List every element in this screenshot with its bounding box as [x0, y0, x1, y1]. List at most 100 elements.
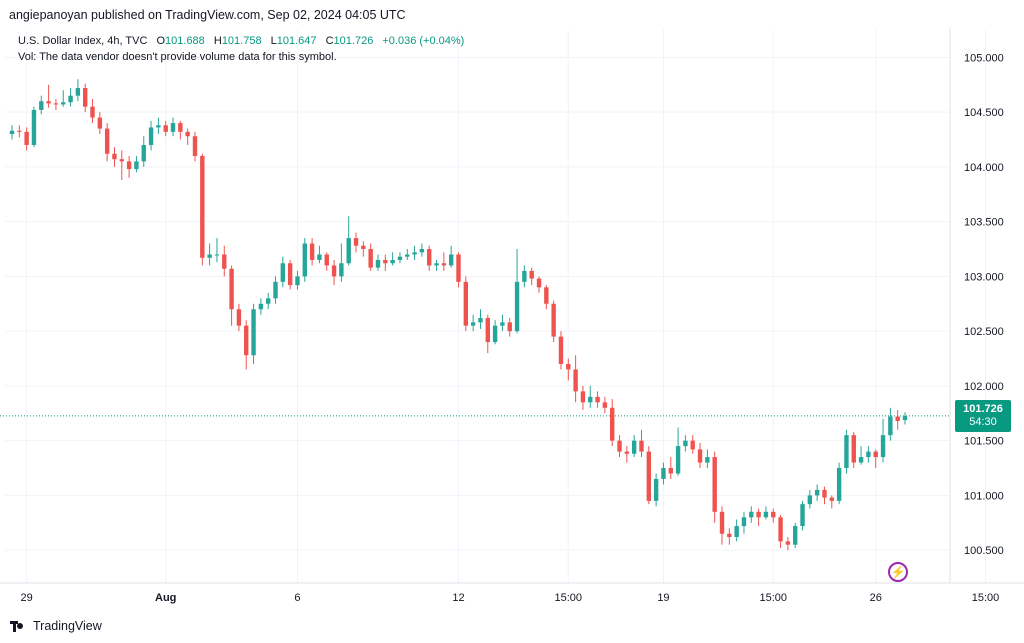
candle[interactable]	[683, 435, 688, 452]
candle[interactable]	[675, 427, 681, 476]
candle[interactable]	[170, 117, 176, 137]
candle[interactable]	[61, 90, 66, 107]
candle[interactable]	[639, 429, 644, 458]
candle[interactable]	[522, 265, 527, 288]
candle[interactable]	[353, 232, 359, 253]
candle[interactable]	[309, 238, 315, 266]
candle[interactable]	[785, 537, 791, 551]
candle[interactable]	[617, 435, 622, 458]
candle[interactable]	[719, 506, 725, 545]
candle[interactable]	[814, 484, 820, 501]
candle[interactable]	[148, 120, 154, 151]
candle[interactable]	[419, 243, 425, 257]
candle[interactable]	[236, 303, 242, 332]
candle[interactable]	[529, 267, 534, 286]
candle[interactable]	[141, 136, 146, 167]
candle[interactable]	[514, 249, 520, 334]
candle[interactable]	[68, 88, 73, 107]
candle[interactable]	[836, 462, 842, 505]
candle[interactable]	[763, 506, 769, 520]
candle[interactable]	[156, 117, 161, 135]
candle[interactable]	[536, 276, 542, 293]
candle[interactable]	[346, 216, 351, 266]
candle[interactable]	[222, 245, 227, 277]
candle[interactable]	[771, 508, 776, 523]
candle[interactable]	[800, 500, 805, 531]
candle[interactable]	[207, 243, 212, 266]
candle[interactable]	[112, 147, 117, 167]
candle[interactable]	[185, 128, 190, 145]
candle[interactable]	[397, 252, 403, 264]
candle[interactable]	[324, 252, 329, 271]
candle[interactable]	[558, 331, 564, 370]
candle[interactable]	[9, 125, 15, 140]
candle[interactable]	[573, 355, 578, 403]
candle[interactable]	[595, 391, 600, 408]
candle[interactable]	[39, 95, 44, 115]
candle[interactable]	[287, 259, 293, 290]
candle[interactable]	[888, 407, 893, 441]
candle[interactable]	[866, 446, 871, 463]
candle[interactable]	[368, 243, 373, 271]
candle[interactable]	[280, 256, 286, 288]
candle[interactable]	[580, 385, 586, 410]
candle[interactable]	[24, 127, 29, 151]
candle[interactable]	[500, 314, 505, 332]
candle[interactable]	[544, 285, 549, 310]
candle[interactable]	[602, 396, 608, 414]
candle[interactable]	[434, 259, 439, 271]
candle[interactable]	[192, 131, 198, 162]
candle[interactable]	[405, 249, 410, 260]
candle[interactable]	[895, 409, 900, 430]
candle[interactable]	[229, 265, 234, 326]
candle[interactable]	[200, 153, 205, 266]
candle[interactable]	[258, 298, 264, 315]
candle[interactable]	[317, 245, 322, 264]
candle[interactable]	[83, 83, 88, 113]
candle[interactable]	[485, 314, 490, 354]
candle[interactable]	[668, 457, 673, 479]
candle[interactable]	[214, 238, 220, 263]
candle[interactable]	[844, 429, 849, 474]
candle[interactable]	[339, 243, 344, 282]
candle[interactable]	[610, 399, 615, 447]
candle[interactable]	[390, 252, 395, 266]
candle[interactable]	[126, 155, 132, 178]
candle[interactable]	[858, 446, 864, 465]
candle[interactable]	[375, 254, 381, 271]
candle[interactable]	[749, 506, 754, 523]
candle[interactable]	[727, 528, 732, 545]
candle[interactable]	[448, 245, 454, 268]
candle[interactable]	[588, 385, 593, 408]
candle[interactable]	[902, 412, 908, 425]
candle[interactable]	[873, 449, 878, 469]
candle[interactable]	[734, 519, 739, 542]
candle[interactable]	[295, 270, 300, 290]
candle[interactable]	[456, 252, 461, 288]
candle[interactable]	[880, 418, 886, 463]
candle[interactable]	[624, 446, 630, 463]
candle[interactable]	[829, 495, 834, 509]
candle[interactable]	[244, 320, 249, 370]
candle[interactable]	[661, 462, 666, 485]
candle[interactable]	[273, 276, 278, 304]
candle[interactable]	[463, 276, 469, 332]
candle[interactable]	[712, 451, 717, 523]
candle[interactable]	[807, 489, 813, 509]
candle[interactable]	[251, 303, 256, 364]
candle[interactable]	[551, 300, 556, 343]
footer-brand[interactable]: TradingView	[10, 619, 102, 633]
candle[interactable]	[492, 320, 498, 345]
candle[interactable]	[441, 252, 447, 271]
candle[interactable]	[134, 155, 139, 173]
candle[interactable]	[178, 120, 183, 140]
candle[interactable]	[53, 98, 59, 110]
candle[interactable]	[97, 112, 103, 135]
candle[interactable]	[566, 358, 571, 381]
candle[interactable]	[470, 314, 476, 332]
candle[interactable]	[163, 120, 168, 137]
candle[interactable]	[507, 317, 512, 337]
candle[interactable]	[31, 106, 37, 148]
candle[interactable]	[756, 508, 761, 527]
candle[interactable]	[302, 238, 307, 282]
